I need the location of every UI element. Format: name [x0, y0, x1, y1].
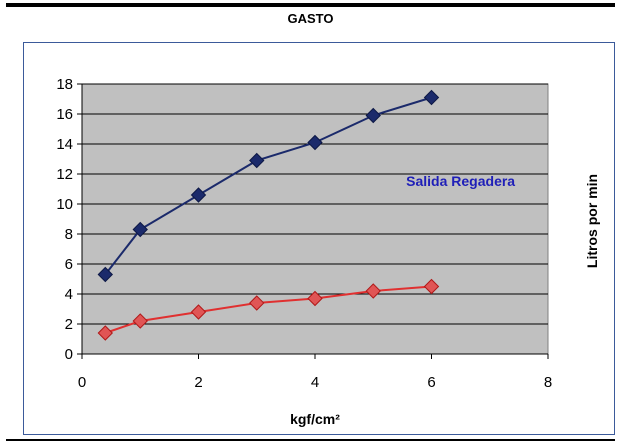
chart-title: GASTO [287, 11, 334, 26]
data-point [97, 325, 114, 341]
y-tick-label: 4 [65, 286, 73, 303]
y-tick-label: 6 [65, 256, 73, 273]
y-tick-label: 2 [65, 316, 73, 333]
data-point [365, 107, 381, 124]
data-point [307, 134, 323, 151]
series-2 [97, 278, 440, 341]
x-tick-label: 0 [78, 374, 86, 391]
data-point [249, 295, 265, 311]
x-axis-label: kgf/cm² [290, 411, 340, 427]
y-tick-label: 14 [56, 136, 73, 153]
data-point [132, 313, 148, 329]
data-point [307, 290, 323, 307]
y-tick-label: 0 [65, 346, 73, 363]
y-tick-label: 8 [65, 226, 73, 243]
y-tick-label: 10 [56, 196, 73, 213]
axes [77, 83, 549, 359]
series-annotation: Salida Regadera [406, 173, 515, 189]
data-point [132, 221, 148, 238]
y-tick-label: 12 [56, 166, 73, 183]
data-point [190, 187, 207, 203]
data-point [190, 304, 207, 320]
series-layer [97, 89, 440, 341]
x-tick-label: 6 [427, 374, 435, 391]
y-tick-label: 18 [56, 76, 73, 93]
data-point [423, 89, 440, 106]
x-tick-label: 8 [544, 374, 552, 391]
top-rule [6, 3, 615, 7]
data-point [423, 278, 440, 295]
annotations: Salida Regadera [406, 173, 515, 189]
data-point [365, 283, 381, 299]
data-point [249, 152, 265, 169]
x-tick-label: 4 [311, 374, 319, 391]
data-point [97, 266, 114, 283]
x-tick-label: 2 [194, 374, 202, 391]
plot-area [81, 83, 549, 355]
bottom-rule [6, 439, 615, 441]
y-tick-labels: 0 2 4 6 8 10 12 14 16 18 [56, 76, 73, 363]
series-1 [97, 89, 440, 283]
y-axis-label: Litros por min [584, 174, 600, 268]
y-tick-label: 16 [56, 106, 73, 123]
x-tick-labels: 0 2 4 6 8 [78, 374, 552, 391]
